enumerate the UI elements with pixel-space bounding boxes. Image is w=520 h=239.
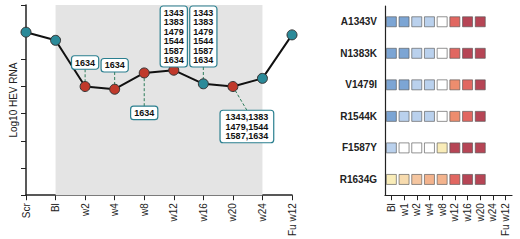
svg-text:w16: w16 [462,203,473,223]
svg-text:1479: 1479 [164,27,184,37]
svg-text:V1479I: V1479I [345,79,377,90]
svg-text:w12: w12 [168,203,179,223]
svg-text:Bl: Bl [386,203,397,212]
svg-text:1634: 1634 [105,60,125,70]
svg-text:1343: 1343 [164,8,184,18]
svg-text:w20: w20 [227,203,238,223]
svg-text:1383: 1383 [164,17,184,27]
svg-text:Fu w12: Fu w12 [287,203,298,236]
svg-text:1587: 1587 [164,46,184,56]
svg-text:1544: 1544 [193,36,213,46]
svg-text:w24: w24 [257,203,268,223]
svg-text:w2: w2 [80,203,91,217]
svg-text:w12: w12 [449,203,460,223]
svg-text:A1343V: A1343V [341,16,377,27]
svg-text:w8: w8 [437,203,448,217]
svg-text:w16: w16 [198,203,209,223]
svg-text:1634: 1634 [193,55,213,65]
svg-text:w20: w20 [475,203,486,223]
svg-text:F1587Y: F1587Y [342,142,377,153]
svg-text:w4: w4 [424,203,435,217]
svg-text:R1544K: R1544K [340,111,377,122]
svg-text:Scr: Scr [21,203,32,219]
svg-text:w8: w8 [139,203,150,217]
svg-text:1343,1383: 1343,1383 [226,112,269,122]
svg-text:Log10 HEV RNA: Log10 HEV RNA [8,62,19,137]
svg-text:R1634G: R1634G [340,174,377,185]
svg-text:Fu w12: Fu w12 [500,203,511,236]
svg-text:N1383K: N1383K [340,48,377,59]
svg-text:w4: w4 [109,203,120,217]
svg-text:1634: 1634 [134,108,154,118]
svg-text:1383: 1383 [193,17,213,27]
svg-text:1479,1544: 1479,1544 [226,122,269,132]
svg-text:w1: w1 [399,203,410,217]
svg-text:1634: 1634 [75,58,95,68]
svg-text:w2: w2 [411,203,422,217]
svg-text:w24: w24 [487,203,498,223]
svg-text:Bl: Bl [50,203,61,212]
svg-text:1587: 1587 [193,46,213,56]
svg-text:1634: 1634 [164,55,184,65]
svg-text:1343: 1343 [193,8,213,18]
svg-text:1544: 1544 [164,36,184,46]
svg-text:1479: 1479 [193,27,213,37]
svg-text:1587,1634: 1587,1634 [226,131,269,141]
